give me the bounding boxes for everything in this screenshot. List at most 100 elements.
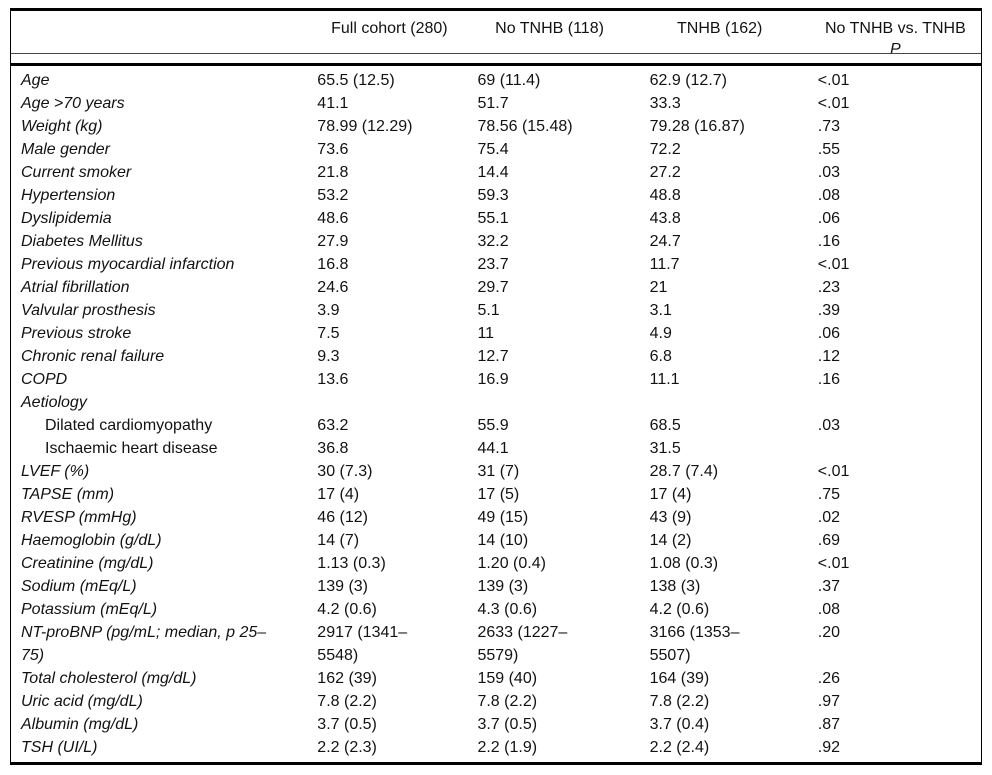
cell-p-value: .03 [817,163,841,181]
cell-no-tnhb: 14.4 [477,163,509,181]
cell-full-cohort [309,391,469,414]
cell-p-value: <.01 [817,462,850,480]
cell-no-tnhb: 75.4 [477,140,509,158]
table-row: Sodium (mEq/L) 139 (3) 139 (3) 138 (3) .… [11,575,981,598]
cell-no-tnhb: 44.1 [477,439,509,457]
cell-full-cohort: 7.8 (2.2) [317,692,377,710]
table-row: Current smoker 21.8 14.4 27.2 .03 [11,161,981,184]
cell-no-tnhb: 139 (3) [477,577,529,595]
cell-no-tnhb: 29.7 [477,278,509,296]
cell-tnhb: 24.7 [649,232,681,250]
cell-full-cohort: 36.8 [317,439,349,457]
cell-p-value: .23 [817,278,841,296]
table-row: Atrial fibrillation 24.6 29.7 21 .23 [11,276,981,299]
row-label: Sodium (mEq/L) [21,577,137,595]
table-row: Potassium (mEq/L) 4.2 (0.6) 4.3 (0.6) 4.… [11,598,981,621]
row-label: Age >70 years [21,94,125,112]
row-label: Dilated cardiomyopathy [45,416,213,434]
table-row: TSH (UI/L) 2.2 (2.3) 2.2 (1.9) 2.2 (2.4)… [11,736,981,762]
row-label: Male gender [21,140,110,158]
cell-tnhb: 2.2 (2.4) [649,738,710,756]
row-label: Weight (kg) [21,117,103,135]
cell-tnhb: 28.7 (7.4) [649,462,719,480]
cell-tnhb: 33.3 [649,94,681,112]
cell-p-value: .16 [817,232,841,250]
cell-p-value: .55 [817,140,841,158]
table-row: Total cholesterol (mg/dL) 162 (39) 159 (… [11,667,981,690]
cell-full-cohort: 1.13 (0.3) [317,554,386,572]
cell-full-cohort: 9.3 [317,347,340,365]
cell-p-value: .06 [817,324,841,342]
cell-tnhb: 11.7 [649,255,680,273]
cell-full-cohort: 24.6 [317,278,349,296]
cell-no-tnhb: 51.7 [477,94,509,112]
header-row: Full cohort (280) No TNHB (118) TNHB (16… [11,11,981,66]
baseline-characteristics-table: Full cohort (280) No TNHB (118) TNHB (16… [11,11,981,762]
row-label: Atrial fibrillation [21,278,130,296]
cell-full-cohort: 53.2 [317,186,349,204]
cell-no-tnhb: 31 (7) [477,462,520,480]
cell-tnhb: 31.5 [649,439,681,457]
row-label: Uric acid (mg/dL) [21,692,143,710]
table-row: Albumin (mg/dL) 3.7 (0.5) 3.7 (0.5) 3.7 … [11,713,981,736]
table-row: Previous stroke 7.5 11 4.9 .06 [11,322,981,345]
table-row: Hypertension 53.2 59.3 48.8 .08 [11,184,981,207]
cell-tnhb: 17 (4) [649,485,692,503]
cell-no-tnhb: 16.9 [477,370,509,388]
table-row: Uric acid (mg/dL) 7.8 (2.2) 7.8 (2.2) 7.… [11,690,981,713]
row-label: Hypertension [21,186,116,204]
row-label: LVEF (%) [21,462,90,480]
table-header: Full cohort (280) No TNHB (118) TNHB (16… [11,11,981,66]
cell-no-tnhb: 2.2 (1.9) [477,738,538,756]
cell-full-cohort: 73.6 [317,140,349,158]
table-row: COPD 13.6 16.9 11.1 .16 [11,368,981,391]
cell-full-cohort: 78.99 (12.29) [317,117,413,135]
cell-p-value: .20 [817,623,841,641]
cell-full-cohort: 139 (3) [317,577,368,595]
cell-no-tnhb: 23.7 [477,255,509,273]
cell-p-value: <.01 [817,554,850,572]
cell-p-value: .73 [817,117,841,135]
cell-p-value: .26 [817,669,841,687]
table-row: Haemoglobin (g/dL) 14 (7) 14 (10) 14 (2)… [11,529,981,552]
row-label: Chronic renal failure [21,347,165,365]
cell-tnhb: 79.28 (16.87) [649,117,745,135]
cell-p-value: .92 [817,738,841,756]
table-row: Age >70 years 41.1 51.7 33.3 <.01 [11,92,981,115]
cell-tnhb [630,391,810,414]
column-header-comparison-label: No TNHB vs. TNHB [825,20,966,37]
cell-full-cohort: 17 (4) [317,485,360,503]
row-label: Ischaemic heart disease [45,439,218,457]
row-label: Albumin (mg/dL) [21,715,139,733]
cell-no-tnhb: 17 (5) [477,485,520,503]
cell-p-value: .08 [817,600,841,618]
cell-full-cohort: 63.2 [317,416,349,434]
cell-full-cohort: 13.6 [317,370,349,388]
cell-tnhb: 27.2 [649,163,681,181]
cell-tnhb: 3.1 [649,301,672,319]
row-label: Previous stroke [21,324,132,342]
cell-tnhb: 1.08 (0.3) [649,554,719,572]
row-label: Previous myocardial infarction [21,255,235,273]
cell-full-cohort: 41.1 [317,94,349,112]
cell-tnhb: 43 (9) [649,508,692,526]
row-label: Valvular prosthesis [21,301,156,319]
cell-full-cohort: 14 (7) [317,531,360,549]
cell-tnhb: 164 (39) [649,669,710,687]
cell-p-value: .16 [817,370,841,388]
row-label: Creatinine (mg/dL) [21,554,154,572]
cell-tnhb: 68.5 [649,416,681,434]
cell-tnhb: 4.9 [649,324,672,342]
cell-p-value: .87 [817,715,841,733]
table-frame: Full cohort (280) No TNHB (118) TNHB (16… [10,8,982,765]
cell-p-value: .37 [817,577,841,595]
cell-no-tnhb: 49 (15) [477,508,529,526]
table-body: Age 65.5 (12.5) 69 (11.4) 62.9 (12.7) <.… [11,64,981,762]
cell-full-cohort: 21.8 [317,163,349,181]
cell-full-cohort: 48.6 [317,209,349,227]
cell-full-cohort: 3.7 (0.5) [317,715,377,733]
cell-p-value [810,391,981,414]
cell-no-tnhb: 69 (11.4) [477,71,541,89]
cell-full-cohort: 27.9 [317,232,349,250]
